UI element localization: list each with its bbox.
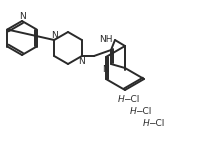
- Text: N: N: [78, 57, 85, 66]
- Text: N: N: [102, 65, 109, 74]
- Text: H: H: [130, 108, 137, 117]
- Text: H: H: [118, 96, 125, 105]
- Text: −Cl: −Cl: [123, 96, 139, 105]
- Text: −Cl: −Cl: [135, 108, 151, 117]
- Text: −Cl: −Cl: [148, 120, 164, 129]
- Text: H: H: [143, 120, 150, 129]
- Text: N: N: [19, 12, 25, 21]
- Text: NH: NH: [100, 36, 113, 45]
- Text: N: N: [51, 31, 58, 40]
